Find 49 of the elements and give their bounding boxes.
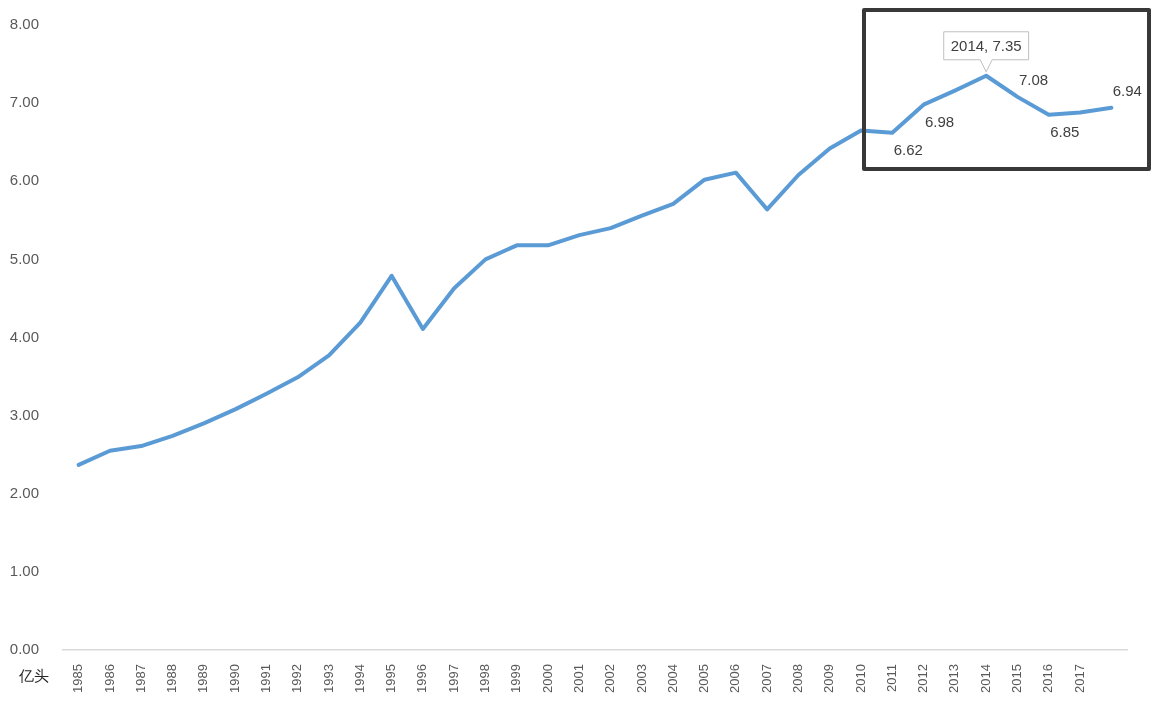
x-tick-label: 1986 [101, 664, 117, 693]
y-tick-label: 1.00 [9, 562, 39, 580]
y-tick-label: 5.00 [9, 249, 39, 267]
x-tick-label: 2009 [821, 664, 837, 693]
y-tick-label: 0.00 [9, 640, 39, 658]
data-label: 6.62 [893, 140, 923, 158]
x-tick-label: 2014 [977, 664, 993, 693]
x-tick-label: 2012 [915, 664, 931, 693]
y-tick-label: 8.00 [9, 15, 39, 33]
x-tick-label: 2008 [789, 664, 805, 693]
x-tick-label: 2013 [946, 664, 962, 693]
x-tick-label: 2000 [539, 664, 555, 693]
x-tick-label: 2002 [602, 664, 618, 693]
data-label: 6.94 [1112, 81, 1142, 99]
x-tick-label: 2016 [1040, 664, 1056, 693]
x-tick-label: 2010 [852, 664, 868, 693]
y-tick-label: 2.00 [9, 483, 39, 501]
x-tick-label: 1995 [383, 664, 399, 693]
x-tick-label: 2004 [664, 664, 680, 693]
x-tick-label: 1993 [320, 664, 336, 693]
annotation: 2014, 7.35 [950, 36, 1022, 54]
y-tick-label: 4.00 [9, 327, 39, 345]
x-tick-label: 2001 [570, 664, 586, 693]
y-tick-label: 6.00 [9, 171, 39, 189]
x-tick-label: 2017 [1071, 664, 1087, 693]
x-tick-label: 2005 [696, 664, 712, 693]
y-tick-label: 3.00 [9, 405, 39, 423]
x-tick-label: 1994 [351, 664, 367, 693]
x-tick-label: 1989 [195, 664, 211, 693]
x-tick-label: 1997 [445, 664, 461, 693]
x-tick-label: 1992 [289, 664, 305, 693]
x-tick-label: 1999 [508, 664, 524, 693]
x-tick-label: 1985 [70, 664, 86, 693]
x-tick-label: 1996 [414, 664, 430, 693]
x-tick-label: 2003 [633, 664, 649, 693]
x-tick-label: 1987 [132, 664, 148, 693]
x-tick-label: 2015 [1009, 664, 1025, 693]
data-label: 7.08 [1018, 71, 1049, 89]
x-tick-label: 2011 [883, 664, 899, 692]
x-tick-label: 2006 [727, 664, 743, 693]
y-axis-title: 亿头 [18, 667, 49, 685]
data-label: 6.85 [1050, 122, 1080, 140]
data-label: 6.98 [924, 112, 955, 130]
x-tick-label: 2007 [758, 664, 774, 693]
x-tick-label: 1991 [257, 664, 273, 693]
x-tick-label: 1990 [226, 664, 242, 693]
x-tick-label: 1988 [164, 664, 180, 693]
y-tick-label: 7.00 [9, 93, 39, 111]
x-tick-label: 1998 [477, 664, 493, 693]
